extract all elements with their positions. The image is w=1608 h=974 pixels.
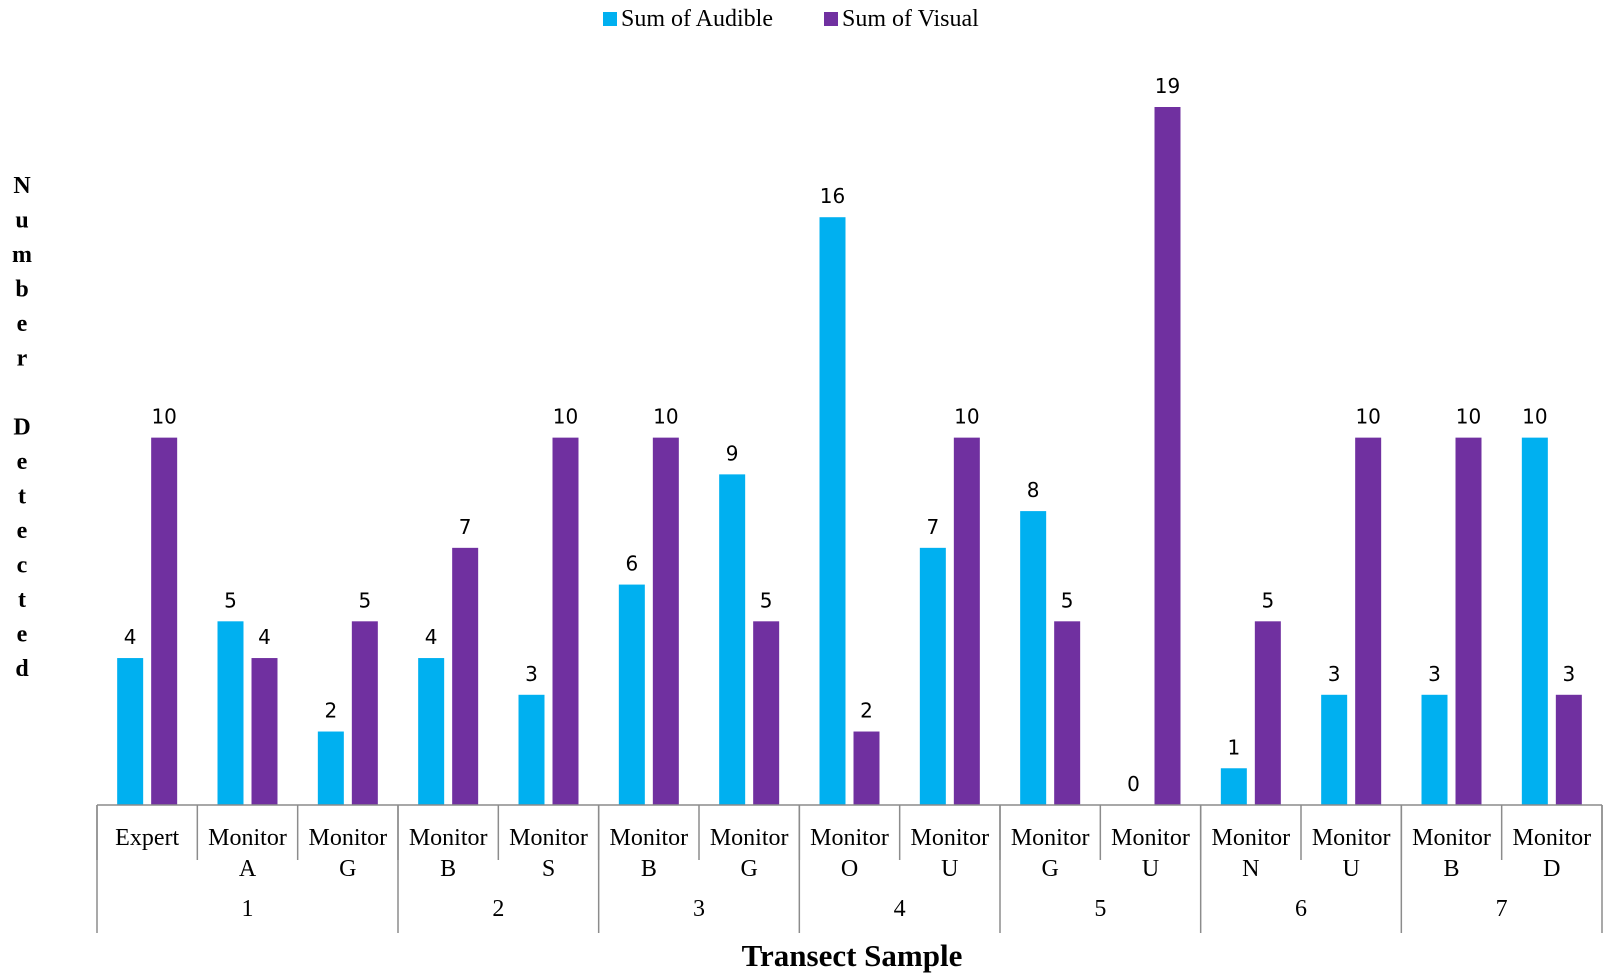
bar-audible-12 — [1220, 768, 1247, 805]
bar-audible-4 — [418, 658, 445, 805]
category-label-11: Monitor U — [1111, 825, 1190, 882]
bar-visual-1 — [151, 437, 178, 805]
bar-visual-4 — [452, 547, 479, 805]
data-label-audible-2: 5 — [224, 588, 237, 612]
bar-visual-11 — [1154, 107, 1181, 805]
category-label-13: Monitor U — [1312, 825, 1391, 882]
bar-visual-7 — [753, 621, 780, 805]
category-label-4: Monitor B — [409, 825, 488, 882]
data-label-visual-5: 10 — [553, 405, 578, 429]
category-label-14: Monitor B — [1412, 825, 1491, 882]
x-axis: Expert Monitor A Monitor G Monitor B Monitor S Mo… — [96, 804, 1603, 933]
category-label-6: Monitor B — [609, 825, 688, 882]
bar-audible-14 — [1421, 694, 1448, 805]
bar-audible-9 — [919, 547, 946, 805]
group-label-6: 6 — [1295, 896, 1307, 922]
data-label-visual-4: 7 — [459, 515, 472, 539]
legend-swatch-1 — [603, 12, 617, 26]
bar-audible-10 — [1020, 511, 1047, 805]
bar-visual-5 — [552, 437, 579, 805]
bar-visual-14 — [1455, 437, 1482, 805]
bar-visual-3 — [351, 621, 378, 805]
data-label-audible-8: 16 — [820, 184, 845, 208]
data-label-visual-12: 5 — [1261, 588, 1274, 612]
category-label-7: Monitor G — [710, 825, 789, 882]
bar-visual-8 — [853, 731, 880, 805]
data-label-audible-4: 4 — [425, 625, 438, 649]
data-label-audible-15: 10 — [1522, 405, 1547, 429]
category-label-2: Monitor A — [208, 825, 287, 882]
group-label-4: 4 — [894, 896, 906, 922]
data-label-audible-9: 7 — [926, 515, 939, 539]
data-label-visual-10: 5 — [1061, 588, 1074, 612]
bar-visual-15 — [1555, 694, 1582, 805]
data-label-audible-3: 2 — [324, 699, 337, 723]
legend-swatch-2 — [824, 12, 838, 26]
data-label-visual-8: 2 — [860, 699, 873, 723]
group-label-7: 7 — [1496, 896, 1508, 922]
data-label-visual-7: 5 — [760, 588, 773, 612]
bars — [117, 107, 1582, 806]
legend: Sum of Audible Sum of Visual — [603, 6, 979, 32]
data-label-audible-13: 3 — [1328, 662, 1341, 686]
group-label-5: 5 — [1094, 896, 1106, 922]
bar-visual-13 — [1355, 437, 1382, 805]
data-label-audible-7: 9 — [726, 441, 739, 465]
category-label-9: Monitor U — [910, 825, 989, 882]
data-label-visual-9: 10 — [954, 405, 979, 429]
group-label-3: 3 — [693, 896, 705, 922]
data-label-audible-5: 3 — [525, 662, 538, 686]
data-label-audible-14: 3 — [1428, 662, 1441, 686]
bar-audible-6 — [618, 584, 645, 805]
category-label-5: Monitor S — [509, 825, 588, 882]
bar-visual-12 — [1254, 621, 1281, 805]
bar-audible-7 — [719, 474, 746, 805]
bar-audible-2 — [217, 621, 244, 805]
data-label-audible-1: 4 — [124, 625, 137, 649]
category-label-12: Monitor N — [1211, 825, 1290, 882]
bar-audible-5 — [518, 694, 545, 805]
data-label-audible-10: 8 — [1027, 478, 1040, 502]
data-label-visual-14: 10 — [1456, 405, 1481, 429]
legend-label-1: Sum of Audible — [621, 6, 773, 32]
bar-audible-8 — [819, 217, 846, 806]
data-label-audible-11: 0 — [1127, 772, 1140, 796]
data-label-visual-11: 19 — [1155, 74, 1180, 98]
bar-visual-10 — [1054, 621, 1081, 805]
data-label-visual-15: 3 — [1562, 662, 1575, 686]
data-label-visual-13: 10 — [1355, 405, 1380, 429]
group-label-1: 1 — [242, 896, 254, 922]
bar-visual-9 — [953, 437, 980, 805]
bar-audible-13 — [1321, 694, 1348, 805]
category-label-3: Monitor G — [308, 825, 387, 882]
bar-visual-6 — [652, 437, 679, 805]
bar-audible-1 — [117, 658, 144, 805]
data-label-visual-3: 5 — [358, 588, 371, 612]
legend-label-2: Sum of Visual — [842, 6, 979, 32]
data-label-audible-12: 1 — [1227, 735, 1240, 759]
bar-audible-3 — [317, 731, 344, 805]
x-axis-title: Transect Sample — [742, 938, 963, 973]
data-label-audible-6: 6 — [625, 552, 638, 576]
bar-visual-2 — [251, 658, 278, 805]
category-label-10: Monitor G — [1011, 825, 1090, 882]
data-label-visual-1: 10 — [151, 405, 176, 429]
data-label-visual-2: 4 — [258, 625, 271, 649]
category-label-8: Monitor O — [810, 825, 889, 882]
category-label-1: Expert — [115, 825, 179, 851]
group-label-2: 2 — [492, 896, 504, 922]
data-label-visual-6: 10 — [653, 405, 678, 429]
category-label-15: Monitor D — [1512, 825, 1591, 882]
bar-audible-15 — [1521, 437, 1548, 805]
